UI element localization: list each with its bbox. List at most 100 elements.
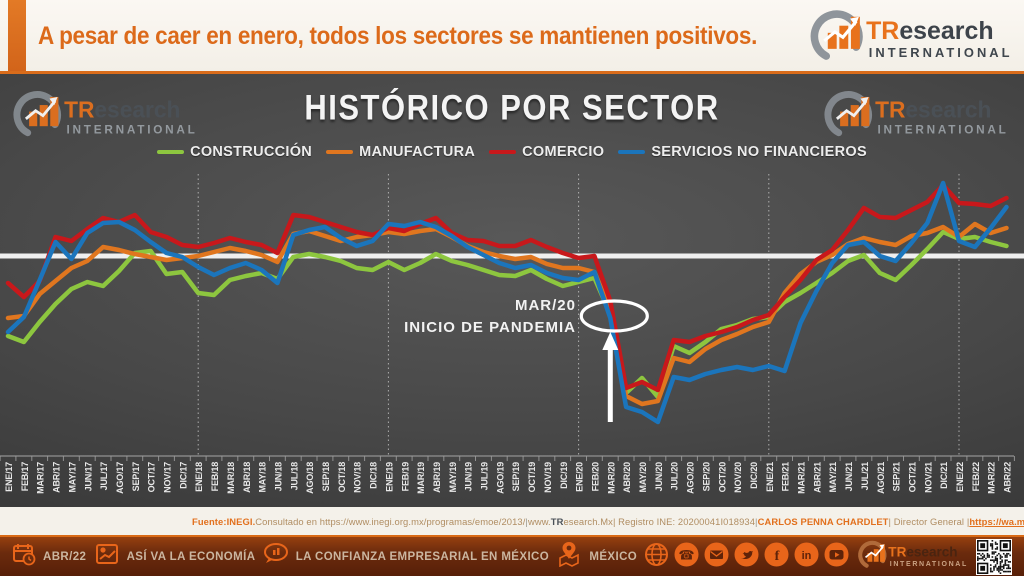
x-axis-label: ABR/21: [812, 462, 822, 493]
series-line: [5, 182, 1009, 393]
headline: A pesar de caer en enero, todos los sect…: [38, 20, 758, 49]
source-segment: Consultado en https://www.inegi.org.mx/p…: [255, 515, 526, 527]
x-axis-label: MAR/17: [36, 462, 46, 494]
svg-text:TResearch: TResearch: [888, 544, 957, 559]
x-axis-label: DIC/21: [939, 462, 949, 489]
x-axis-label: ENE/18: [194, 462, 204, 492]
x-axis-label: NOV/21: [923, 462, 933, 493]
phone-icon[interactable]: ☎: [674, 542, 699, 572]
sector-chart: ENE/17 FEB/17 MAR/17 ABR/17 MAY/17 JUN/17 JUL/…: [0, 174, 1024, 494]
source-segment: |: [525, 515, 528, 527]
x-axis-label: DIC/20: [749, 462, 759, 489]
svg-text:TResearch: TResearch: [875, 96, 991, 122]
x-axis-label: NOV/19: [543, 462, 553, 493]
facebook-icon[interactable]: f: [764, 542, 789, 572]
annotation-line2: INICIO DE PANDEMIA: [404, 319, 576, 336]
source-segment: www.: [527, 515, 551, 527]
x-axis-label: AGO/20: [686, 462, 696, 494]
header: A pesar de caer en enero, todos los sect…: [0, 0, 1024, 74]
tagline2-label: LA CONFIANZA EMPRESARIAL EN MÉXICO: [295, 550, 550, 563]
legend-label: CONSTRUCCIÓN: [190, 144, 313, 160]
x-axis-label: MAR/20: [606, 462, 616, 494]
x-axis-label: DIC/19: [559, 462, 569, 489]
svg-text:☎: ☎: [679, 548, 695, 563]
tagline1-label: ASÍ VA LA ECONOMÍA: [126, 550, 256, 563]
x-axis-label: SEP/17: [131, 462, 141, 492]
x-axis-label: FEB/20: [590, 462, 600, 492]
map-pin-icon: [556, 541, 582, 572]
linkedin-icon[interactable]: in: [794, 542, 819, 572]
legend-swatch: [157, 150, 185, 154]
source-strip: TResearch INTERNATIONAL Fuente: INEGI. C…: [0, 507, 1024, 535]
x-axis-label: JUN/19: [464, 462, 474, 492]
social-icons: ☎ f in: [644, 542, 849, 572]
x-axis-label: ABR/20: [622, 462, 632, 493]
x-axis-label: ABR/18: [242, 462, 252, 493]
svg-text:TResearch: TResearch: [866, 17, 993, 45]
globe-icon[interactable]: [644, 542, 669, 572]
x-axis-label: NOV/17: [163, 462, 173, 493]
x-axis-label: NOV/20: [733, 462, 743, 493]
svg-text:INTERNATIONAL: INTERNATIONAL: [869, 45, 1013, 60]
date-label: ABR/22: [43, 550, 87, 563]
country-label: MÉXICO: [589, 550, 638, 563]
x-axis-label: SEP/18: [321, 462, 331, 492]
qr-code[interactable]: [975, 538, 1012, 575]
x-axis-label: MAY/21: [828, 462, 838, 493]
x-axis-label: ENE/21: [765, 462, 775, 492]
x-axis-label: MAY/17: [67, 462, 77, 493]
x-axis-label: MAY/20: [638, 462, 648, 493]
legend-swatch: [618, 150, 646, 154]
x-axis-label: FEB/22: [971, 462, 981, 492]
brand-logo-watermark-left: TResearch INTERNATIONAL: [12, 88, 199, 145]
x-axis-label: SEP/20: [701, 462, 711, 492]
header-accent-block: [8, 0, 26, 71]
svg-text:INTERNATIONAL: INTERNATIONAL: [878, 124, 1009, 137]
chart-section: TResearch INTERNATIONAL TResearch INTERN…: [0, 74, 1024, 507]
source-segment: esearch.Mx: [563, 515, 613, 527]
x-axis-label: JUL/18: [289, 462, 299, 491]
source-segment: TR: [550, 515, 564, 527]
annotation-ellipse: [579, 299, 649, 333]
svg-text:in: in: [802, 550, 812, 562]
svg-text:INTERNATIONAL: INTERNATIONAL: [889, 561, 967, 568]
x-axis-label: MAY/19: [448, 462, 458, 493]
x-axis-label: SEP/19: [511, 462, 521, 492]
tresearch-logo: TResearch INTERNATIONAL: [13, 91, 195, 139]
email-icon[interactable]: [704, 542, 729, 572]
x-axis-label: FEB/17: [20, 462, 30, 492]
x-axis-label: JUL/21: [860, 462, 870, 491]
x-axis-label: MAR/21: [797, 462, 807, 494]
x-axis-label: FEB/18: [210, 462, 220, 492]
source-segment: Fuente:: [192, 515, 227, 527]
legend-item: COMERCIO: [489, 144, 604, 160]
source-segment: | Registro INE: 20200041I018934: [612, 515, 756, 527]
x-axis-label: JUN/20: [654, 462, 664, 492]
legend: CONSTRUCCIÓN MANUFACTURA COMERCIO SERVICIOS…: [0, 144, 1024, 160]
legend-label: MANUFACTURA: [359, 144, 476, 160]
legend-item: SERVICIOS NO FINANCIEROS: [618, 144, 867, 160]
source-text: Fuente: INEGI. Consultado en https://www…: [192, 507, 1024, 535]
youtube-icon[interactable]: [824, 542, 849, 572]
x-axis-label: JUL/19: [480, 462, 490, 491]
x-axis-label: AGO/19: [495, 462, 505, 494]
x-axis-label: MAY/18: [258, 462, 268, 493]
source-segment: |: [755, 515, 758, 527]
x-axis-label: AGO/17: [115, 462, 125, 494]
x-axis-label: OCT/20: [717, 462, 727, 493]
twitter-icon[interactable]: [734, 542, 759, 572]
x-axis-label: MAR/19: [416, 462, 426, 494]
x-axis-label: ENE/22: [955, 462, 965, 492]
brand-logo-bottom-bar: TResearch INTERNATIONAL: [857, 539, 969, 575]
x-axis-label: DIC/17: [178, 462, 188, 489]
x-axis-label: JUN/18: [273, 462, 283, 492]
x-axis-label: JUL/17: [99, 462, 109, 491]
chart-title: HISTÓRICO POR SECTOR: [304, 87, 720, 128]
x-axis-label: MAR/18: [226, 462, 236, 494]
legend-swatch: [489, 150, 517, 154]
x-axis-label: JUN/21: [844, 462, 854, 492]
tresearch-logo: TResearch INTERNATIONAL: [857, 540, 967, 569]
source-segment: INEGI.: [226, 515, 256, 527]
whatsapp-link[interactable]: https://wa.me/524499193645: [969, 515, 1024, 527]
